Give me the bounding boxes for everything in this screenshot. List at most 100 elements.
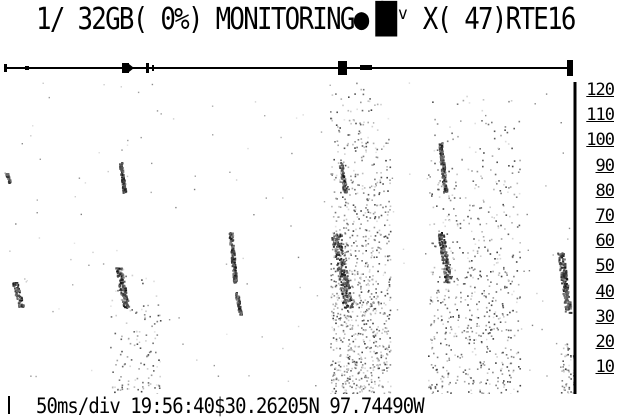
spectrogram-pixel	[358, 306, 360, 309]
spectrogram-pixel	[36, 212, 38, 214]
spectrogram-pixel	[376, 129, 379, 131]
spectrogram-pixel	[493, 323, 496, 326]
spectrogram-pixel	[229, 242, 232, 245]
spectrogram-pixel	[333, 241, 335, 244]
spectrogram-pixel	[431, 384, 433, 386]
recording-timeline[interactable]	[0, 56, 620, 80]
spectrogram-pixel	[347, 311, 350, 313]
spectrogram-pixel	[431, 193, 433, 195]
spectrogram-pixel	[445, 275, 448, 278]
spectrogram-pixel	[347, 208, 350, 211]
spectrogram-pixel	[236, 296, 239, 299]
spectrogram-pixel	[440, 320, 443, 322]
spectrogram-pixel	[472, 180, 475, 182]
spectrogram-pixel	[388, 281, 390, 283]
spectrogram-pixel	[498, 272, 501, 274]
spectrogram-pixel	[562, 290, 565, 292]
spectrogram-pixel	[346, 190, 348, 193]
spectrogram-pixel	[232, 249, 235, 251]
spectrogram-pixel	[362, 245, 364, 247]
spectrogram-pixel	[116, 270, 119, 273]
spectrogram-pixel	[496, 283, 498, 285]
spectrogram-pixel	[15, 223, 17, 225]
frequency-label: 120	[586, 80, 615, 100]
spectrogram-pixel	[155, 384, 158, 386]
spectrogram-pixel	[376, 181, 379, 184]
spectrogram-pixel	[388, 200, 390, 203]
spectrogram-pixel	[371, 185, 374, 187]
spectrogram-pixel	[445, 268, 448, 271]
spectrogram-pixel	[497, 377, 499, 379]
spectrogram-pixel	[443, 235, 446, 238]
spectrogram-pixel	[504, 271, 507, 273]
spectrogram-pixel	[447, 376, 449, 378]
spectrogram-pixel	[364, 386, 367, 389]
spectrogram-pixel	[343, 281, 345, 284]
spectrogram-pixel	[385, 205, 387, 208]
spectrogram-pixel	[386, 219, 389, 221]
spectrogram-pixel	[338, 318, 340, 320]
spectrogram-pixel	[448, 383, 450, 386]
spectrogram-pixel	[454, 303, 457, 306]
spectrogram-pixel	[566, 278, 569, 281]
spectrogram-pixel	[341, 341, 344, 343]
spectrogram-pixel	[569, 301, 572, 304]
spectrogram-pixel	[442, 159, 445, 162]
spectrogram-pixel	[24, 278, 26, 280]
spectrogram-pixel	[439, 180, 441, 182]
spectrogram-pixel	[497, 380, 499, 383]
spectrogram-pixel	[568, 295, 570, 298]
spectrogram-pixel	[353, 169, 355, 172]
spectrogram-pixel	[562, 270, 565, 273]
spectrogram-pixel	[344, 204, 347, 207]
spectrogram-pixel	[358, 294, 361, 297]
spectrogram-pixel	[13, 285, 16, 288]
spectrogram-pixel	[232, 235, 235, 237]
spectrogram-pixel	[332, 216, 335, 218]
spectrogram-pixel	[516, 182, 519, 185]
spectrogram-pixel	[542, 300, 544, 302]
spectrogram-pixel	[519, 168, 521, 171]
spectrogram-pixel	[441, 246, 444, 249]
spectrogram-pixel	[127, 383, 130, 386]
spectrogram-pixel	[487, 279, 489, 281]
spectrogram-pixel	[480, 341, 483, 343]
spectrogram-pixel	[566, 296, 569, 299]
spectrogram-pixel	[115, 267, 118, 270]
spectrogram-pixel	[494, 311, 497, 313]
spectrogram-pixel	[372, 331, 374, 334]
spectrogram-pixel	[432, 242, 434, 245]
spectrogram-pixel	[441, 385, 444, 387]
spectrogram-pixel	[254, 101, 257, 103]
spectrogram-pixel	[497, 261, 499, 264]
spectrogram-pixel	[357, 386, 360, 388]
spectrogram-pixel	[570, 311, 573, 314]
spectrogram-pixel	[450, 328, 453, 331]
spectrogram-pixel	[354, 364, 357, 366]
spectrogram-pixel	[568, 227, 571, 230]
spectrogram-pixel	[430, 271, 433, 273]
spectrogram-pixel	[444, 180, 447, 182]
spectrogram-pixel	[347, 186, 349, 188]
spectrogram-pixel	[456, 284, 459, 286]
spectrogram-pixel	[144, 318, 146, 321]
spectrogram-pixel	[345, 263, 348, 265]
spectrogram-pixel	[355, 302, 357, 304]
spectrogram-pixel	[374, 312, 377, 315]
spectrogram-pixel	[501, 373, 504, 375]
spectrogram-pixel	[347, 345, 350, 347]
spectrogram-pixel	[441, 375, 444, 378]
spectrogram-pixel	[239, 311, 242, 314]
spectrogram-pixel	[154, 387, 156, 389]
spectrogram-pixel	[445, 281, 448, 284]
spectrogram-pixel	[340, 166, 343, 168]
spectrogram-pixel	[494, 258, 496, 260]
spectrogram-pixel	[369, 217, 372, 219]
spectrogram-pixel	[330, 382, 333, 384]
spectrogram-pixel	[569, 307, 572, 310]
spectrogram-pixel	[372, 164, 374, 166]
spectrogram-pixel	[356, 146, 358, 149]
spectrogram-pixel	[335, 220, 338, 222]
spectrogram-pixel	[500, 192, 502, 195]
spectrogram-pixel	[122, 187, 125, 190]
